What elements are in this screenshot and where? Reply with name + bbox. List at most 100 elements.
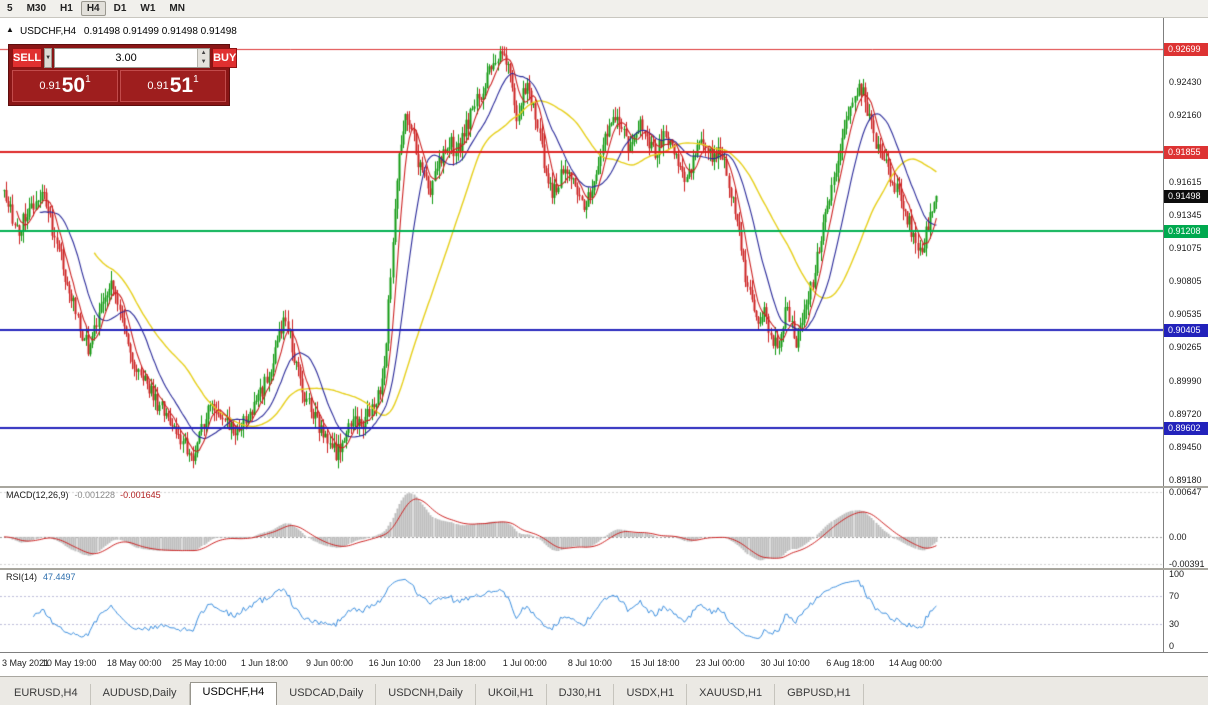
macd-main-value: -0.001228 — [74, 490, 116, 500]
sell-price-prefix: 0.91 — [39, 80, 61, 92]
price-badge: 0.91498 — [1164, 189, 1208, 203]
time-axis-label: 8 Jul 10:00 — [567, 658, 612, 668]
volume-input[interactable] — [55, 49, 198, 67]
chart-tab-dj30-h1[interactable]: DJ30,H1 — [547, 684, 615, 705]
sell-button[interactable]: SELL — [12, 48, 43, 68]
price-axis-tick: 0.91615 — [1169, 176, 1202, 187]
chart-symbol: USDCHF,H4 — [20, 26, 77, 37]
timeframe-button-m30[interactable]: M30 — [21, 1, 52, 16]
rsi-label: RSI(14) 47.4497 — [6, 572, 76, 582]
buy-price-button[interactable]: 0.91 51 1 — [120, 70, 226, 102]
macd-axis: 0.00647 0.00 -0.00391 — [1163, 487, 1208, 569]
price-chart[interactable]: ▲ USDCHF,H4 0.91498 0.91499 0.91498 0.91… — [0, 18, 1163, 486]
volume-increment-button[interactable]: ▲ — [200, 50, 207, 56]
macd-canvas[interactable] — [0, 488, 1163, 568]
rsi-axis-label: 30 — [1169, 619, 1180, 630]
time-axis-label: 10 May 19:00 — [41, 658, 97, 668]
sell-price-pipette: 1 — [85, 73, 91, 85]
chart-tab-usdcnh-daily[interactable]: USDCNH,Daily — [376, 684, 476, 705]
timeframe-button-d1[interactable]: D1 — [108, 1, 133, 16]
time-axis-label: 6 Aug 18:00 — [826, 658, 875, 668]
price-axis-tick: 0.92160 — [1169, 109, 1202, 120]
chart-tab-usdcad-daily[interactable]: USDCAD,Daily — [277, 684, 377, 705]
time-axis-label: 30 Jul 10:00 — [760, 658, 810, 668]
buy-price-prefix: 0.91 — [147, 80, 169, 92]
one-click-panel-toggle[interactable]: ▲ — [6, 25, 14, 34]
chart-tab-usdchf-h4[interactable]: USDCHF,H4 — [189, 682, 278, 705]
time-axis-label: 1 Jul 00:00 — [502, 658, 547, 668]
price-badge: 0.89602 — [1164, 422, 1208, 436]
rsi-canvas[interactable] — [0, 570, 1163, 652]
price-axis-tick: 0.90805 — [1169, 275, 1202, 286]
price-axis-tick: 0.90535 — [1169, 308, 1202, 319]
rsi-axis-label: 100 — [1169, 569, 1185, 579]
price-axis-tick: 0.89720 — [1169, 408, 1202, 419]
time-axis-label: 9 Jun 00:00 — [305, 658, 354, 668]
time-axis: 3 May 2021 10 May 19:00 18 May 00:00 25 May… — [0, 652, 1208, 676]
panel-resize-handle[interactable] — [0, 486, 1208, 488]
timeframe-button-w1[interactable]: W1 — [134, 1, 161, 16]
rsi-panel[interactable]: RSI(14) 47.4497 — [0, 570, 1163, 652]
timeframe-button-5[interactable]: 5 — [1, 1, 19, 16]
time-axis-label: 16 Jun 10:00 — [368, 658, 421, 668]
volume-spinner: ▲ ▼ — [197, 49, 210, 67]
time-axis-label: 23 Jun 18:00 — [433, 658, 486, 668]
macd-label: MACD(12,26,9) -0.001228 -0.001645 — [6, 490, 161, 500]
chart-tabs: EURUSD,H4 AUDUSD,Daily USDCHF,H4 USDCAD,Dai… — [0, 676, 1208, 705]
time-axis-label: 3 May 2021 — [2, 658, 50, 668]
price-badge: 0.92699 — [1164, 42, 1208, 56]
price-badge: 0.91208 — [1164, 225, 1208, 239]
chart-tab-gbpusd-h1[interactable]: GBPUSD,H1 — [775, 684, 864, 705]
price-axis-tick: 0.89990 — [1169, 375, 1202, 386]
price-axis-tick: 0.90265 — [1169, 341, 1202, 352]
macd-axis-label: 0.00647 — [1169, 487, 1202, 497]
volume-decrement-button[interactable]: ▼ — [200, 59, 207, 65]
chart-tab-eurusd-h4[interactable]: EURUSD,H4 — [2, 684, 91, 705]
timeframe-button-mn[interactable]: MN — [163, 1, 191, 16]
time-axis-label: 25 May 10:00 — [172, 658, 227, 668]
time-axis-label: 23 Jul 00:00 — [695, 658, 745, 668]
panel-resize-handle[interactable] — [0, 568, 1208, 570]
macd-axis-label: 0.00 — [1169, 531, 1187, 542]
price-axis-tick: 0.89180 — [1169, 474, 1202, 485]
volume-dropdown-button[interactable]: ▼ — [44, 48, 53, 68]
price-axis-tick: 0.91345 — [1169, 209, 1202, 220]
buy-price-pipette: 1 — [193, 73, 199, 85]
time-axis-label: 1 Jun 18:00 — [240, 658, 288, 668]
price-badge: 0.90405 — [1164, 323, 1208, 337]
chart-tab-audusd-daily[interactable]: AUDUSD,Daily — [91, 684, 190, 705]
macd-panel[interactable]: MACD(12,26,9) -0.001228 -0.001645 — [0, 488, 1163, 568]
chart-tab-xauusd-h1[interactable]: XAUUSD,H1 — [687, 684, 776, 705]
sell-price-big-digits: 50 — [61, 74, 86, 97]
chart-ohlc: 0.91498 0.91499 0.91498 0.91498 — [83, 26, 237, 37]
rsi-axis-label: 0 — [1169, 641, 1175, 651]
volume-box: ▲ ▼ — [54, 48, 211, 68]
rsi-axis: 100 70 30 0 — [1163, 569, 1208, 652]
rsi-value: 47.4497 — [43, 572, 76, 582]
timeframe-button-h1[interactable]: H1 — [54, 1, 79, 16]
price-axis-tick: 0.91075 — [1169, 242, 1202, 253]
sell-price-button[interactable]: 0.91 50 1 — [12, 70, 118, 102]
macd-signal-value: -0.001645 — [120, 490, 161, 500]
buy-price-big-digits: 51 — [169, 74, 194, 97]
price-axis-tick: 0.92430 — [1169, 76, 1202, 87]
chevron-down-icon: ▼ — [45, 55, 52, 61]
chart-tab-ukoil-h1[interactable]: UKOil,H1 — [476, 684, 547, 705]
timeframe-toolbar: 5 M30 H1 H4 D1 W1 MN — [0, 0, 1208, 18]
macd-indicator-name: MACD(12,26,9) — [6, 490, 69, 500]
chart-title: USDCHF,H4 0.91498 0.91499 0.91498 0.9149… — [20, 26, 237, 37]
price-axis-tick: 0.89450 — [1169, 441, 1202, 452]
price-badge: 0.91855 — [1164, 146, 1208, 160]
macd-axis-label: -0.00391 — [1169, 559, 1205, 569]
price-axis: 0.92430 0.92160 0.91615 0.91345 0.91075 0.908… — [1163, 18, 1208, 486]
rsi-indicator-name: RSI(14) — [6, 572, 38, 582]
time-axis-label: 18 May 00:00 — [106, 658, 162, 668]
buy-button[interactable]: BUY — [212, 48, 238, 68]
timeframe-button-h4[interactable]: H4 — [80, 1, 106, 16]
rsi-axis-label: 70 — [1169, 590, 1180, 601]
time-axis-label: 15 Jul 18:00 — [630, 658, 680, 668]
time-axis-label: 14 Aug 00:00 — [888, 658, 942, 668]
chart-tab-usdx-h1[interactable]: USDX,H1 — [614, 684, 688, 705]
one-click-trading-panel: SELL ▼ ▲ ▼ BUY 0.91 50 1 — [8, 44, 238, 106]
